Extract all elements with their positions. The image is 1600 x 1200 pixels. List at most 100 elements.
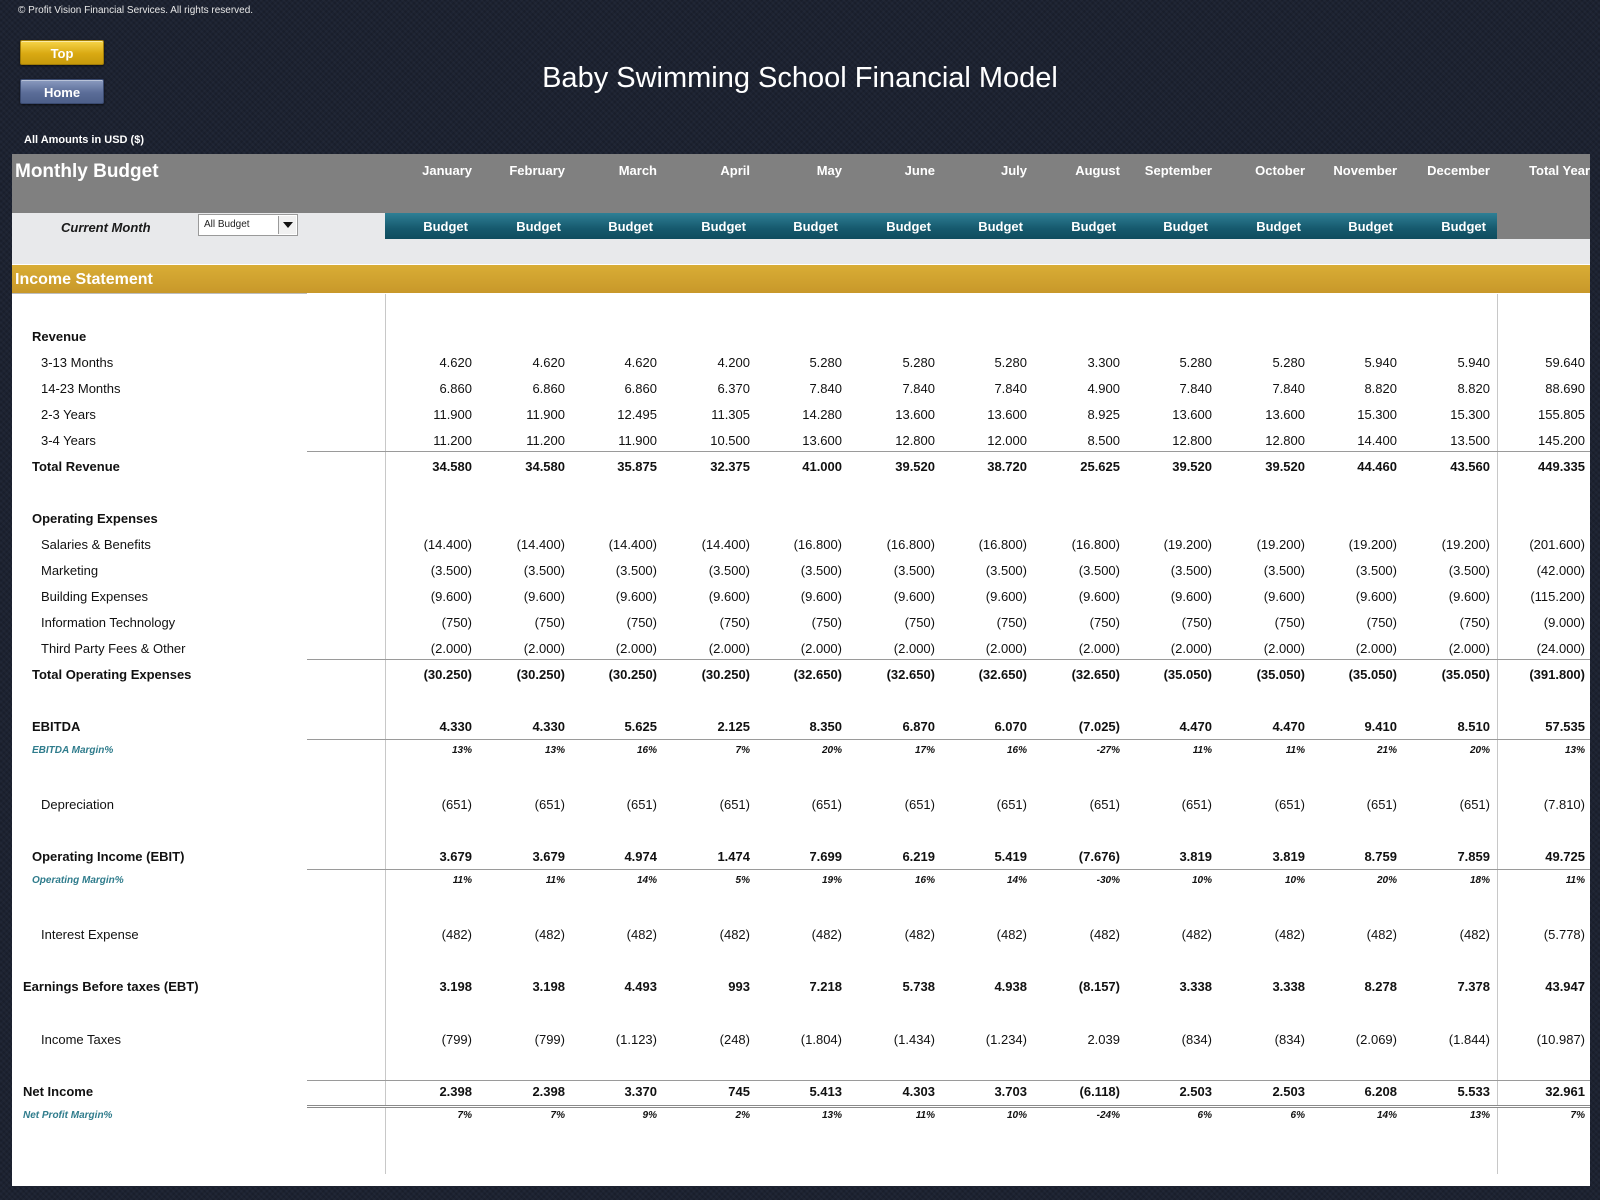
cell-october[interactable]: (35.050) bbox=[1256, 667, 1305, 682]
cell-december[interactable]: (3.500) bbox=[1448, 563, 1490, 578]
cell-june[interactable]: (482) bbox=[904, 927, 935, 942]
cell-july[interactable]: 38.720 bbox=[987, 459, 1027, 474]
cell-april[interactable]: (3.500) bbox=[708, 563, 750, 578]
cell-october[interactable]: 3.338 bbox=[1272, 979, 1305, 994]
cell-may[interactable]: 8.350 bbox=[809, 719, 842, 734]
cell-november[interactable]: 44.460 bbox=[1357, 459, 1397, 474]
cell-april[interactable]: (9.600) bbox=[708, 589, 750, 604]
cell-november[interactable]: 6.208 bbox=[1364, 1084, 1397, 1099]
cell-may[interactable]: (1.804) bbox=[800, 1032, 842, 1047]
cell-october[interactable]: (834) bbox=[1274, 1032, 1305, 1047]
cell-december[interactable]: (750) bbox=[1459, 615, 1490, 630]
cell-october[interactable]: 12.800 bbox=[1265, 433, 1305, 448]
cell-february[interactable]: (2.000) bbox=[523, 641, 565, 656]
cell-june[interactable]: (2.000) bbox=[893, 641, 935, 656]
cell-total-year[interactable]: 11% bbox=[1565, 875, 1585, 886]
cell-october[interactable]: 4.470 bbox=[1272, 719, 1305, 734]
cell-september[interactable]: (9.600) bbox=[1170, 589, 1212, 604]
cell-september[interactable]: 12.800 bbox=[1172, 433, 1212, 448]
cell-september[interactable]: (3.500) bbox=[1170, 563, 1212, 578]
cell-january[interactable]: 3.198 bbox=[439, 979, 472, 994]
cell-august[interactable]: (3.500) bbox=[1078, 563, 1120, 578]
cell-june[interactable]: (9.600) bbox=[893, 589, 935, 604]
cell-march[interactable]: 14% bbox=[636, 875, 657, 886]
cell-september[interactable]: 3.819 bbox=[1179, 849, 1212, 864]
cell-january[interactable]: 7% bbox=[457, 1110, 472, 1121]
cell-march[interactable]: 35.875 bbox=[617, 459, 657, 474]
cell-october[interactable]: 11% bbox=[1285, 745, 1305, 756]
cell-march[interactable]: 5.625 bbox=[624, 719, 657, 734]
month-select[interactable]: All Budget bbox=[198, 214, 298, 236]
cell-april[interactable]: 993 bbox=[728, 979, 750, 994]
cell-august[interactable]: (7.025) bbox=[1078, 719, 1120, 734]
cell-october[interactable]: 13.600 bbox=[1265, 407, 1305, 422]
cell-march[interactable]: 9% bbox=[642, 1110, 657, 1121]
cell-march[interactable]: 3.370 bbox=[624, 1084, 657, 1099]
cell-june[interactable]: (3.500) bbox=[893, 563, 935, 578]
cell-total-year[interactable]: (115.200) bbox=[1530, 589, 1585, 604]
cell-february[interactable]: 6.860 bbox=[532, 381, 565, 396]
cell-february[interactable]: 7% bbox=[550, 1110, 565, 1121]
cell-october[interactable]: (2.000) bbox=[1263, 641, 1305, 656]
cell-january[interactable]: 2.398 bbox=[439, 1084, 472, 1099]
cell-june[interactable]: 5.280 bbox=[902, 355, 935, 370]
cell-september[interactable]: 5.280 bbox=[1179, 355, 1212, 370]
cell-march[interactable]: 6.860 bbox=[624, 381, 657, 396]
cell-total-year[interactable]: 43.947 bbox=[1545, 979, 1585, 994]
cell-may[interactable]: 41.000 bbox=[802, 459, 842, 474]
cell-december[interactable]: 5.940 bbox=[1457, 355, 1490, 370]
cell-october[interactable]: (482) bbox=[1274, 927, 1305, 942]
cell-july[interactable]: 12.000 bbox=[987, 433, 1027, 448]
cell-october[interactable]: (19.200) bbox=[1256, 537, 1305, 552]
cell-december[interactable]: 20% bbox=[1469, 745, 1490, 756]
cell-february[interactable]: (482) bbox=[534, 927, 565, 942]
cell-february[interactable]: 11% bbox=[545, 875, 565, 886]
cell-september[interactable]: (19.200) bbox=[1163, 537, 1212, 552]
cell-december[interactable]: 13.500 bbox=[1450, 433, 1490, 448]
cell-november[interactable]: (2.000) bbox=[1355, 641, 1397, 656]
cell-january[interactable]: (651) bbox=[441, 797, 472, 812]
cell-july[interactable]: 14% bbox=[1006, 875, 1027, 886]
cell-may[interactable]: 7.840 bbox=[809, 381, 842, 396]
cell-november[interactable]: 15.300 bbox=[1357, 407, 1397, 422]
cell-august[interactable]: (482) bbox=[1089, 927, 1120, 942]
cell-march[interactable]: (482) bbox=[626, 927, 657, 942]
cell-december[interactable]: 43.560 bbox=[1450, 459, 1490, 474]
cell-august[interactable]: 2.039 bbox=[1087, 1032, 1120, 1047]
cell-june[interactable]: 4.303 bbox=[902, 1084, 935, 1099]
cell-august[interactable]: 8.500 bbox=[1087, 433, 1120, 448]
cell-december[interactable]: 7.378 bbox=[1457, 979, 1490, 994]
cell-february[interactable]: 34.580 bbox=[525, 459, 565, 474]
top-button[interactable]: Top bbox=[20, 40, 104, 65]
cell-january[interactable]: 4.330 bbox=[439, 719, 472, 734]
cell-november[interactable]: 5.940 bbox=[1364, 355, 1397, 370]
cell-september[interactable]: 6% bbox=[1197, 1110, 1212, 1121]
cell-october[interactable]: (651) bbox=[1274, 797, 1305, 812]
cell-july[interactable]: (3.500) bbox=[985, 563, 1027, 578]
cell-july[interactable]: 5.419 bbox=[994, 849, 1027, 864]
cell-february[interactable]: (14.400) bbox=[516, 537, 565, 552]
cell-april[interactable]: 2% bbox=[735, 1110, 750, 1121]
cell-november[interactable]: (651) bbox=[1366, 797, 1397, 812]
cell-april[interactable]: 4.200 bbox=[717, 355, 750, 370]
cell-november[interactable]: 14% bbox=[1376, 1110, 1397, 1121]
cell-january[interactable]: 11.200 bbox=[433, 433, 472, 448]
cell-may[interactable]: 13.600 bbox=[802, 433, 842, 448]
cell-july[interactable]: 4.938 bbox=[994, 979, 1027, 994]
cell-total-year[interactable]: 57.535 bbox=[1545, 719, 1585, 734]
cell-september[interactable]: 10% bbox=[1191, 875, 1212, 886]
cell-total-year[interactable]: 88.690 bbox=[1545, 381, 1585, 396]
cell-total-year[interactable]: 449.335 bbox=[1538, 459, 1585, 474]
cell-january[interactable]: (799) bbox=[441, 1032, 472, 1047]
cell-august[interactable]: (7.676) bbox=[1078, 849, 1120, 864]
cell-total-year[interactable]: (5.778) bbox=[1543, 927, 1585, 942]
cell-june[interactable]: 11% bbox=[915, 1110, 935, 1121]
cell-march[interactable]: (1.123) bbox=[615, 1032, 657, 1047]
cell-total-year[interactable]: (9.000) bbox=[1543, 615, 1585, 630]
cell-july[interactable]: (750) bbox=[996, 615, 1027, 630]
cell-october[interactable]: 3.819 bbox=[1272, 849, 1305, 864]
cell-april[interactable]: 6.370 bbox=[717, 381, 750, 396]
cell-total-year[interactable]: 145.200 bbox=[1538, 433, 1585, 448]
cell-february[interactable]: 13% bbox=[544, 745, 565, 756]
cell-april[interactable]: 745 bbox=[728, 1084, 750, 1099]
